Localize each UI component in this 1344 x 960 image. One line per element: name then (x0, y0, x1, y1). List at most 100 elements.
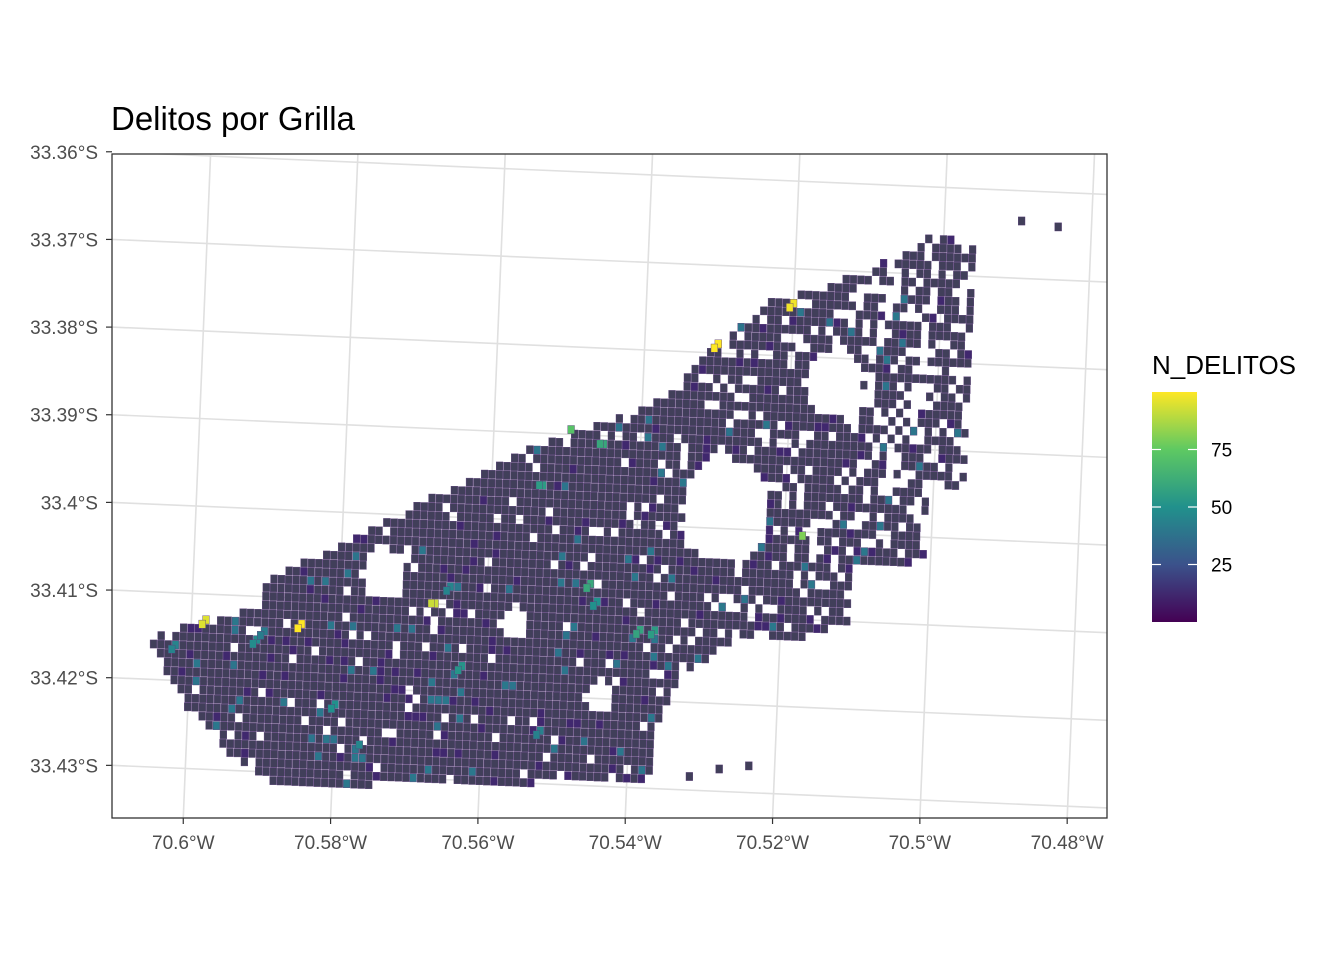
grid-cell (297, 646, 304, 654)
grid-cell (728, 568, 735, 576)
grid-cell (841, 319, 848, 327)
grid-cell (822, 432, 829, 440)
grid-cell (637, 617, 644, 625)
grid-cell (781, 535, 788, 543)
grid-cell (273, 698, 280, 706)
grid-cell (850, 460, 857, 468)
grid-cell (217, 634, 224, 642)
grid-cell (510, 664, 517, 672)
grid-cell (541, 630, 548, 638)
grid-cell (659, 434, 666, 442)
grid-cell (879, 461, 886, 469)
grid-cell (576, 667, 583, 675)
grid-cell (224, 626, 231, 634)
grid-cell (706, 366, 713, 374)
grid-cell (505, 603, 512, 611)
grid-cell (892, 514, 899, 522)
grid-cell (453, 618, 460, 626)
grid-cell (641, 521, 648, 529)
grid-cell (525, 656, 532, 664)
grid-cell (442, 521, 449, 529)
grid-cell (299, 602, 306, 610)
grid-cell (736, 376, 743, 384)
grid-cell (410, 598, 417, 606)
grid-cell (480, 689, 487, 697)
grid-cell (847, 530, 854, 538)
grid-cell (308, 743, 315, 751)
grid-cell (387, 606, 394, 614)
grid-cell (697, 418, 704, 426)
grid-cell (329, 595, 336, 603)
grid-cell (506, 769, 513, 777)
grid-cell (486, 540, 493, 548)
y-tick-label: 33.41°S (30, 581, 98, 602)
grid-cell (350, 605, 357, 613)
grid-cell (277, 593, 284, 601)
grid-cell (465, 496, 472, 504)
grid-cell (550, 771, 557, 779)
grid-cell (398, 519, 405, 527)
grid-cell (268, 636, 275, 644)
grid-cell (702, 646, 709, 654)
grid-cell (413, 528, 420, 536)
grid-cell (847, 538, 854, 546)
grid-cell (747, 455, 754, 463)
grid-cell (548, 648, 555, 656)
grid-cell (573, 746, 580, 754)
grid-cell (637, 450, 644, 458)
grid-cell (597, 519, 604, 527)
grid-cell (435, 521, 442, 529)
grid-cell (335, 630, 342, 638)
grid-cell (871, 303, 878, 311)
grid-cell (561, 509, 568, 517)
grid-cell (470, 750, 477, 758)
grid-cell (620, 678, 627, 686)
grid-cell (948, 402, 955, 410)
grid-cell (517, 682, 524, 690)
grid-cell (904, 401, 911, 409)
grid-cell (642, 512, 649, 520)
grid-cell (328, 621, 335, 629)
grid-cell (187, 650, 194, 658)
grid-cell (519, 454, 526, 462)
grid-cell (469, 759, 476, 767)
grid-cell (553, 517, 560, 525)
grid-cell (811, 510, 818, 518)
grid-cell (555, 649, 562, 657)
grid-cell (461, 592, 468, 600)
grid-cell (343, 780, 350, 788)
grid-cell (432, 775, 439, 783)
grid-cell (740, 446, 747, 454)
grid-cell (380, 597, 387, 605)
grid-cell (397, 537, 404, 545)
grid-cell (566, 737, 573, 745)
grid-cell (573, 737, 580, 745)
grid-cell (295, 699, 302, 707)
grid-cell (684, 558, 691, 566)
grid-cell (790, 483, 797, 491)
grid-cell (842, 284, 849, 292)
grid-cell (500, 734, 507, 742)
grid-cell (394, 624, 401, 632)
grid-cell (210, 625, 217, 633)
grid-cell (385, 650, 392, 658)
grid-cell (801, 571, 808, 579)
grid-cell (420, 713, 427, 721)
grid-cell (758, 377, 765, 385)
grid-cell (532, 656, 539, 664)
grid-cell (278, 751, 285, 759)
grid-cell (938, 279, 945, 287)
grid-cell (880, 443, 887, 451)
grid-cell (495, 497, 502, 505)
grid-cell (351, 596, 358, 604)
grid-cell (477, 742, 484, 750)
grid-cell (854, 539, 861, 547)
grid-cell (760, 324, 767, 332)
grid-cell (569, 658, 576, 666)
grid-cell (778, 430, 785, 438)
grid-cell (267, 654, 274, 662)
grid-cell (361, 535, 368, 543)
grid-cell (689, 444, 696, 452)
grid-cell (699, 558, 706, 566)
grid-cell (773, 544, 780, 552)
